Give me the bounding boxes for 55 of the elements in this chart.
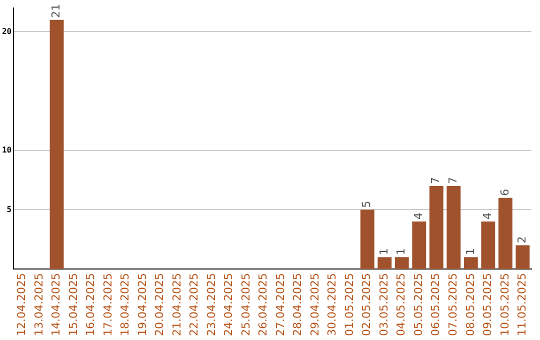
data-label: 7 [429,176,442,184]
x-tick-label: 23.04.2025 [204,273,218,336]
x-tick-label: 27.04.2025 [274,273,287,336]
data-label: 6 [498,188,512,196]
bar [446,186,461,270]
data-label: 1 [464,248,477,256]
x-tick-label: 13.04.2025 [32,273,46,336]
x-tick-label: 01.05.2025 [342,273,356,336]
data-label: 5 [360,200,374,208]
data-label: 21 [50,4,63,18]
y-tick-label: 5 [6,204,12,214]
x-tick-label: 03.05.2025 [377,273,390,336]
data-label: 2 [516,236,529,244]
bar [481,222,496,270]
bar [516,245,530,270]
bar [394,257,409,270]
bar [360,210,374,270]
x-tick-label: 18.04.2025 [118,273,132,336]
x-tick-label: 30.04.2025 [326,273,339,336]
y-tick-label: 10 [2,145,12,154]
y-tick-label: 20 [2,26,12,36]
bar [498,198,512,270]
x-tick-label: 21.04.2025 [170,273,184,336]
x-tick-label: 24.04.2025 [222,273,236,336]
x-tick-label: 02.05.2025 [360,273,374,336]
x-tick-label: 28.04.2025 [291,273,304,336]
bar [464,257,478,270]
x-tick-label: 22.04.2025 [188,273,201,336]
data-label: 4 [412,212,425,220]
data-label: 4 [481,212,494,220]
x-tick-label: 15.04.2025 [66,273,80,336]
x-tick-label: 12.04.2025 [15,273,28,336]
x-tick-label: 26.04.2025 [256,273,270,336]
x-tick-label: 07.05.2025 [446,273,460,336]
x-tick-label: 06.05.2025 [429,273,442,336]
x-tick-label: 17.04.2025 [101,273,114,336]
bar [412,222,426,270]
x-tick-label: 25.04.2025 [239,273,252,336]
x-tick-label: 14.04.2025 [50,273,63,336]
bar [378,257,392,270]
x-tick-label: 08.05.2025 [464,273,477,336]
x-tick-label: 11.05.2025 [516,273,529,336]
data-label: 7 [446,176,460,184]
x-tick-label: 04.05.2025 [394,273,408,336]
x-tick-label: 20.04.2025 [153,273,166,336]
x-tick-label: 19.04.2025 [136,273,149,336]
data-label: 1 [394,248,408,256]
x-tick-label: 16.04.2025 [84,273,98,336]
x-tick-label: 10.05.2025 [498,273,512,336]
bar [429,186,444,270]
data-label: 1 [377,248,390,256]
x-tick-label: 29.04.2025 [308,273,322,336]
x-tick-label: 09.05.2025 [481,273,494,336]
x-tick-label: 05.05.2025 [412,273,425,336]
bar [50,20,64,270]
